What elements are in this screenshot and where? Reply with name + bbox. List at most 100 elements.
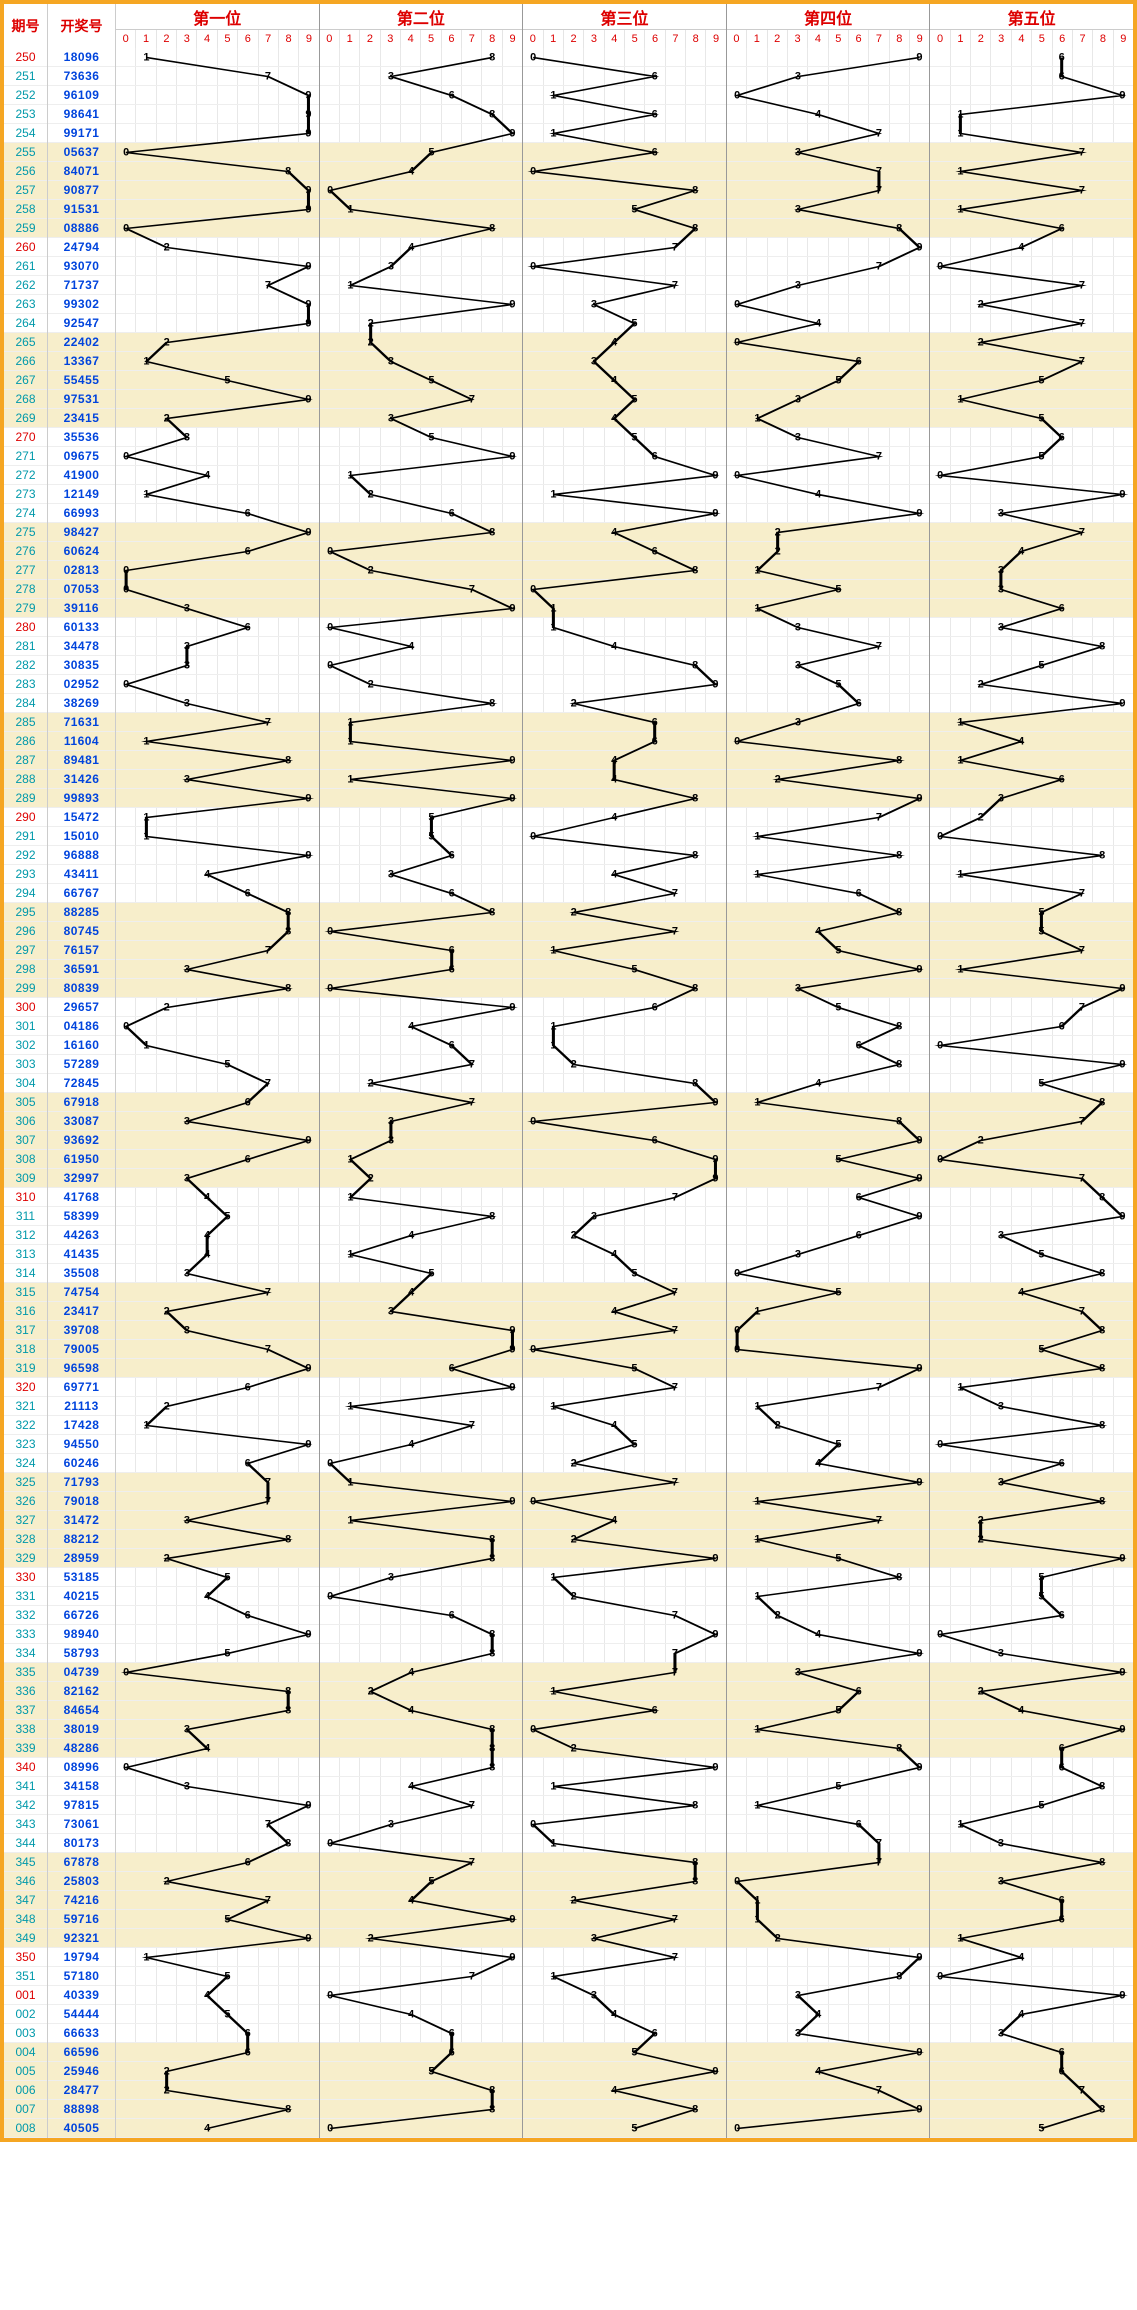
svg-text:7: 7 [265, 717, 271, 729]
svg-text:2: 2 [164, 1876, 170, 1888]
code-cell: 74216 [48, 1891, 115, 1910]
svg-text:9: 9 [713, 508, 719, 520]
svg-text:7: 7 [468, 1097, 474, 1109]
svg-text:1: 1 [551, 1401, 557, 1413]
svg-text:1: 1 [347, 1154, 353, 1166]
index-cell: 342 [4, 1796, 47, 1815]
svg-text:9: 9 [1120, 1211, 1126, 1223]
svg-text:4: 4 [408, 2009, 415, 2021]
svg-text:6: 6 [245, 2047, 251, 2059]
svg-text:2: 2 [571, 1059, 577, 1071]
index-cell: 348 [4, 1910, 47, 1929]
code-cell: 80745 [48, 922, 115, 941]
col-code: 1809673636961099864199171056378407190877… [48, 48, 116, 2138]
svg-text:9: 9 [509, 1344, 515, 1356]
code-cell: 34158 [48, 1777, 115, 1796]
svg-text:8: 8 [1100, 1420, 1106, 1432]
header-digit: 5 [829, 30, 849, 48]
svg-text:5: 5 [224, 1648, 230, 1660]
code-cell: 41900 [48, 466, 115, 485]
svg-text:5: 5 [835, 584, 841, 596]
code-cell: 60133 [48, 618, 115, 637]
header-digit: 1 [951, 30, 971, 48]
svg-text:8: 8 [489, 1211, 495, 1223]
svg-text:9: 9 [305, 1800, 311, 1812]
code-cell: 30835 [48, 656, 115, 675]
header-digit: 9 [910, 30, 929, 48]
svg-text:4: 4 [204, 869, 211, 881]
svg-text:3: 3 [795, 204, 801, 216]
svg-text:8: 8 [1100, 1325, 1106, 1337]
svg-text:7: 7 [265, 280, 271, 292]
svg-text:0: 0 [734, 2123, 740, 2135]
code-cell: 76157 [48, 941, 115, 960]
svg-text:0: 0 [327, 622, 333, 634]
code-cell: 99893 [48, 789, 115, 808]
code-cell: 48286 [48, 1739, 115, 1758]
svg-text:5: 5 [835, 1287, 841, 1299]
svg-text:4: 4 [204, 1230, 211, 1242]
svg-text:3: 3 [387, 1306, 393, 1318]
code-cell: 58399 [48, 1207, 115, 1226]
svg-text:1: 1 [754, 413, 760, 425]
svg-text:0: 0 [123, 451, 129, 463]
index-cell: 333 [4, 1625, 47, 1644]
header-digit: 6 [1053, 30, 1073, 48]
svg-text:3: 3 [387, 71, 393, 83]
svg-text:8: 8 [489, 698, 495, 710]
svg-text:4: 4 [815, 1458, 822, 1470]
svg-text:9: 9 [305, 1629, 311, 1641]
svg-text:2: 2 [164, 1002, 170, 1014]
index-cell: 007 [4, 2100, 47, 2119]
svg-text:7: 7 [1079, 185, 1085, 197]
svg-text:2: 2 [367, 337, 373, 349]
svg-text:9: 9 [713, 1629, 719, 1641]
index-cell: 258 [4, 200, 47, 219]
svg-text:2: 2 [164, 413, 170, 425]
index-cell: 340 [4, 1758, 47, 1777]
svg-text:3: 3 [184, 1781, 190, 1793]
svg-text:4: 4 [204, 1990, 211, 2002]
svg-text:1: 1 [347, 1515, 353, 1527]
index-cell: 001 [4, 1986, 47, 2005]
svg-text:4: 4 [815, 2066, 822, 2078]
svg-text:9: 9 [509, 755, 515, 767]
svg-text:4: 4 [815, 109, 822, 121]
svg-text:1: 1 [143, 1420, 149, 1432]
index-cell: 254 [4, 124, 47, 143]
svg-text:3: 3 [795, 660, 801, 672]
svg-text:0: 0 [734, 470, 740, 482]
code-cell: 41768 [48, 1188, 115, 1207]
svg-text:9: 9 [509, 793, 515, 805]
svg-text:3: 3 [387, 413, 393, 425]
svg-text:2: 2 [978, 299, 984, 311]
svg-text:7: 7 [265, 1895, 271, 1907]
trend-labels-1: 8368954018431922357359126802790402811919… [320, 48, 523, 2138]
svg-text:3: 3 [184, 774, 190, 786]
index-cell: 315 [4, 1283, 47, 1302]
code-cell: 41435 [48, 1245, 115, 1264]
index-cell: 271 [4, 447, 47, 466]
index-cell: 346 [4, 1872, 47, 1891]
svg-text:7: 7 [876, 451, 882, 463]
svg-text:6: 6 [448, 945, 454, 957]
code-cell: 88285 [48, 903, 115, 922]
col-pos-1: 8368954018431922357359126802790402811919… [320, 48, 524, 2138]
svg-text:3: 3 [998, 565, 1004, 577]
svg-text:6: 6 [245, 888, 251, 900]
code-cell: 66767 [48, 884, 115, 903]
svg-text:0: 0 [734, 1325, 740, 1337]
svg-text:2: 2 [367, 565, 373, 577]
index-cell: 341 [4, 1777, 47, 1796]
svg-text:4: 4 [1018, 1952, 1025, 1964]
svg-text:1: 1 [551, 1040, 557, 1052]
svg-text:4: 4 [611, 774, 618, 786]
svg-text:9: 9 [713, 2066, 719, 2078]
index-cell: 263 [4, 295, 47, 314]
code-cell: 93692 [48, 1131, 115, 1150]
index-cell: 302 [4, 1036, 47, 1055]
svg-text:9: 9 [916, 242, 922, 254]
svg-text:9: 9 [305, 204, 311, 216]
svg-text:5: 5 [632, 1439, 638, 1451]
svg-text:3: 3 [998, 1230, 1004, 1242]
